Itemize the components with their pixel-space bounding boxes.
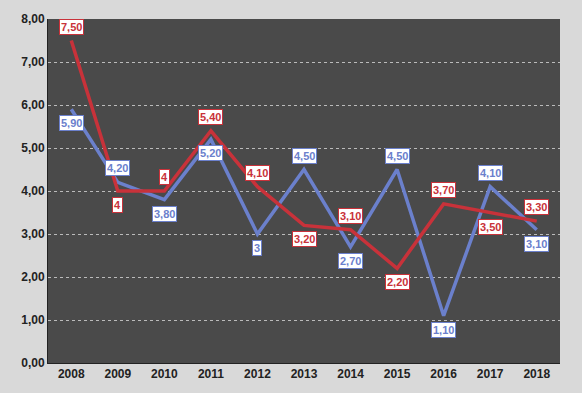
svg-text:4,20: 4,20 [107, 162, 128, 174]
svg-text:5,90: 5,90 [61, 117, 82, 129]
svg-text:3,10: 3,10 [526, 238, 547, 250]
svg-text:3,10: 3,10 [340, 210, 361, 222]
svg-text:3,20: 3,20 [294, 233, 315, 245]
svg-text:3,00: 3,00 [21, 227, 45, 241]
svg-text:2017: 2017 [477, 367, 504, 381]
svg-text:2014: 2014 [337, 367, 364, 381]
svg-text:3,30: 3,30 [526, 201, 547, 213]
svg-text:0,00: 0,00 [21, 356, 45, 370]
svg-text:4,50: 4,50 [294, 150, 315, 162]
svg-text:2,20: 2,20 [387, 276, 408, 288]
svg-text:3,80: 3,80 [154, 208, 175, 220]
svg-text:2011: 2011 [198, 367, 224, 381]
svg-text:7,50: 7,50 [61, 21, 82, 33]
svg-text:5,20: 5,20 [200, 147, 221, 159]
svg-text:2009: 2009 [104, 367, 131, 381]
svg-text:2010: 2010 [151, 367, 178, 381]
svg-text:4,00: 4,00 [21, 184, 45, 198]
svg-text:2,00: 2,00 [21, 270, 45, 284]
svg-text:8,00: 8,00 [21, 12, 45, 26]
svg-text:2,70: 2,70 [340, 255, 361, 267]
svg-text:2015: 2015 [384, 367, 411, 381]
svg-text:2008: 2008 [58, 367, 85, 381]
svg-text:4,10: 4,10 [247, 167, 268, 179]
svg-text:7,00: 7,00 [21, 55, 45, 69]
svg-text:3,50: 3,50 [480, 221, 501, 233]
svg-text:1,00: 1,00 [21, 313, 45, 327]
svg-text:2016: 2016 [430, 367, 457, 381]
svg-text:4: 4 [114, 199, 121, 211]
svg-text:3: 3 [254, 242, 260, 254]
svg-text:3,70: 3,70 [433, 184, 454, 196]
svg-text:4,10: 4,10 [480, 167, 501, 179]
svg-text:2013: 2013 [291, 367, 318, 381]
svg-text:5,00: 5,00 [21, 141, 45, 155]
svg-text:4,50: 4,50 [387, 150, 408, 162]
svg-text:2018: 2018 [523, 367, 550, 381]
svg-text:2012: 2012 [244, 367, 271, 381]
svg-text:6,00: 6,00 [21, 98, 45, 112]
svg-text:4: 4 [161, 171, 168, 183]
svg-text:5,40: 5,40 [200, 111, 221, 123]
svg-text:1,10: 1,10 [433, 324, 454, 336]
